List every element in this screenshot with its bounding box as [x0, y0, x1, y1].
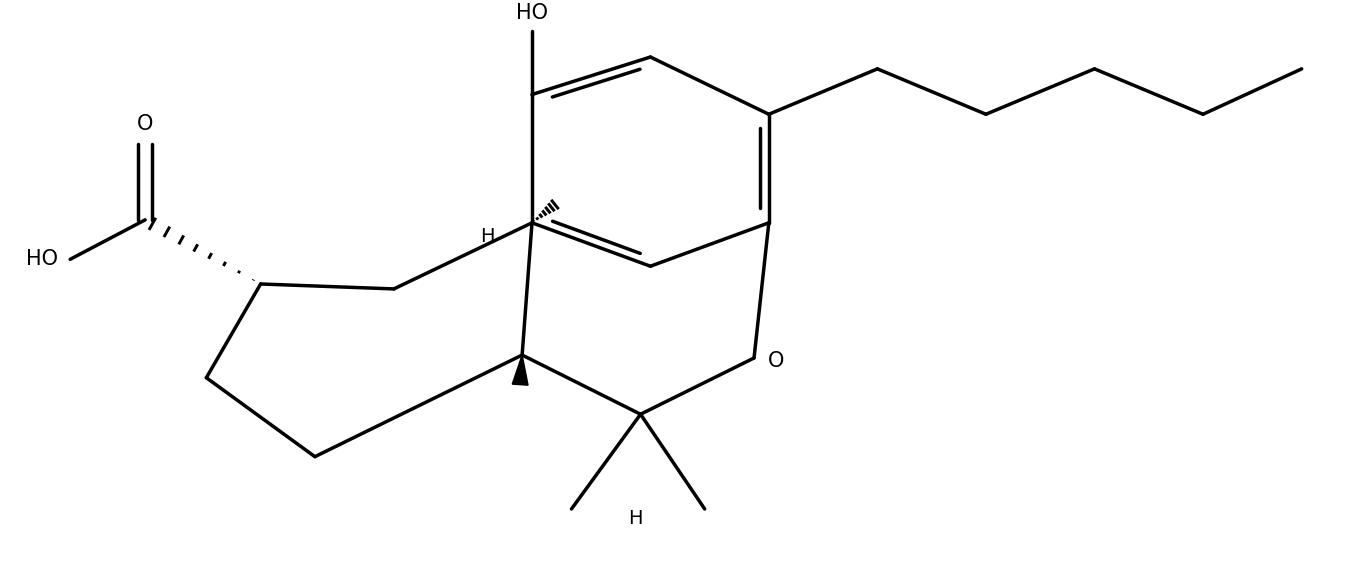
Text: O: O	[138, 114, 154, 134]
Text: O: O	[767, 351, 784, 371]
Text: HO: HO	[517, 3, 548, 23]
Text: H: H	[628, 509, 643, 528]
Text: H: H	[480, 227, 495, 246]
Text: HO: HO	[26, 249, 59, 269]
Polygon shape	[512, 355, 527, 385]
